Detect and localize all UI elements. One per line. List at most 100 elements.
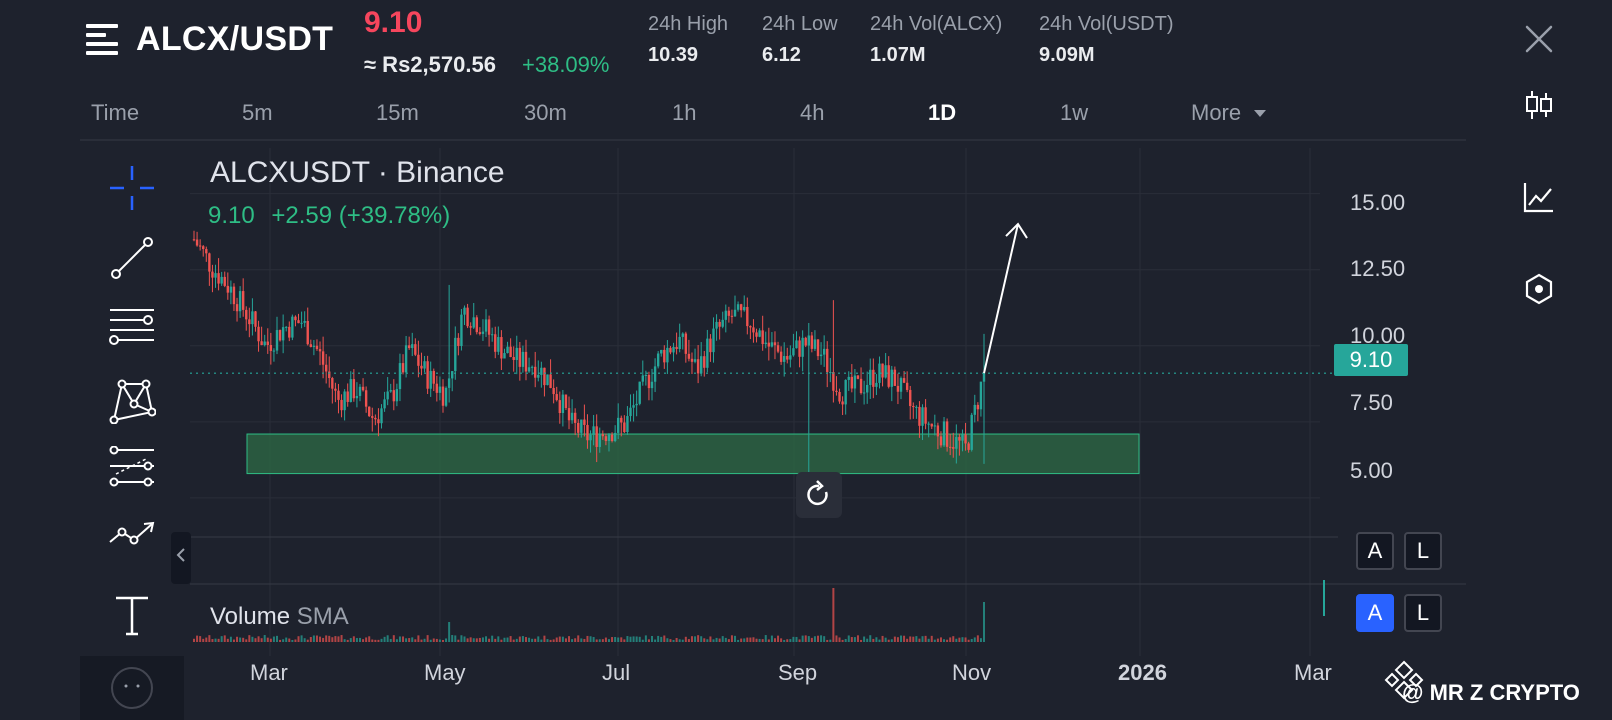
support-zone <box>246 433 1140 475</box>
candle-body <box>687 353 691 359</box>
candle-body <box>288 326 291 338</box>
volume-bar <box>903 635 906 642</box>
path-tool-icon[interactable] <box>108 514 156 562</box>
volume-bar <box>521 636 524 642</box>
volume-bar <box>749 637 752 642</box>
candle-body <box>746 306 749 327</box>
volume-bar <box>288 638 291 642</box>
candlestick-chart-icon[interactable] <box>1522 88 1556 122</box>
volume-bar <box>881 635 884 642</box>
trading-pair-title[interactable]: ALCX/USDT <box>136 20 334 58</box>
candle-body <box>324 364 328 372</box>
candle-body <box>309 344 313 347</box>
tab-1w[interactable]: 1w <box>1060 100 1089 125</box>
tab-1h[interactable]: 1h <box>672 100 697 125</box>
volume-bar <box>229 636 232 642</box>
crosshair-icon[interactable] <box>108 164 156 212</box>
candle-body <box>829 372 832 374</box>
volume-bar <box>269 638 272 642</box>
tab-30m[interactable]: 30m <box>524 100 567 125</box>
trend-line-icon[interactable] <box>108 234 156 282</box>
price-log-scale-button[interactable]: L <box>1404 532 1442 570</box>
candle-body <box>297 320 300 324</box>
candle-body <box>358 386 362 396</box>
candle-body <box>515 347 518 360</box>
volume-bar <box>239 637 242 642</box>
line-chart-icon[interactable] <box>1522 180 1556 214</box>
tab-5m[interactable]: 5m <box>242 100 273 125</box>
candle-body <box>537 374 540 378</box>
volume-auto-scale-button[interactable]: A <box>1356 594 1394 632</box>
volume-bar <box>706 639 709 642</box>
candle-body <box>684 333 688 354</box>
pattern-xabcd-icon[interactable] <box>108 376 156 424</box>
candle-body <box>739 304 743 311</box>
volume-log-scale-button[interactable]: L <box>1404 594 1442 632</box>
volume-bar <box>497 636 500 642</box>
candle-body <box>660 349 663 354</box>
tab-more[interactable]: More <box>1191 100 1267 126</box>
volume-bar <box>718 638 721 642</box>
volume-bar <box>943 639 946 642</box>
volume-bar <box>1323 580 1325 616</box>
candle-body <box>392 390 396 402</box>
candle-body <box>909 389 912 407</box>
tool-menu-toggle[interactable] <box>80 656 184 720</box>
candle-body <box>721 319 724 327</box>
candle-body <box>260 341 263 346</box>
volume-bar <box>875 637 878 642</box>
close-icon[interactable] <box>1524 24 1554 54</box>
volume-bar <box>767 639 770 642</box>
volume-bar <box>315 635 318 642</box>
candle-body <box>291 316 294 338</box>
candle-body <box>275 330 279 351</box>
candle-body <box>457 337 460 346</box>
forecast-icon[interactable] <box>108 446 156 494</box>
volume-bar <box>515 638 518 642</box>
volume-bar <box>414 639 417 642</box>
volume-bar <box>272 636 275 642</box>
candle-body <box>417 354 420 366</box>
fib-retracement-icon[interactable] <box>108 306 156 354</box>
tab-1d[interactable]: 1D <box>928 100 957 125</box>
reset-chart-button[interactable] <box>796 472 842 518</box>
volume-bar <box>666 638 669 642</box>
text-tool-icon[interactable] <box>108 592 156 640</box>
collapse-toolbar-button[interactable] <box>171 532 191 584</box>
volume-bar <box>961 637 964 642</box>
volume-bar <box>478 637 481 642</box>
tool-menu-icon <box>111 667 153 709</box>
candle-body <box>546 374 549 386</box>
menu-icon[interactable] <box>86 24 120 55</box>
x-tick: Mar <box>250 660 288 685</box>
candle-body <box>936 425 940 437</box>
candle-body <box>500 337 503 359</box>
volume-bar <box>368 636 371 642</box>
volume-bar <box>309 636 312 642</box>
stat-label: 24h Vol(ALCX) <box>870 13 1003 35</box>
volume-bar <box>721 636 724 642</box>
tab-15m[interactable]: 15m <box>376 100 419 125</box>
price-auto-scale-button[interactable]: A <box>1356 532 1394 570</box>
volume-bar <box>512 639 515 642</box>
candle-body <box>361 386 365 391</box>
tab-time[interactable]: Time <box>91 100 140 125</box>
candle-body <box>786 356 789 360</box>
volume-bar <box>810 637 813 642</box>
stat-24h-vol-base: 24h Vol(ALCX) 1.07M <box>870 13 1002 67</box>
tab-4h[interactable]: 4h <box>800 100 825 125</box>
candle-body <box>512 356 515 360</box>
volume-bar <box>254 638 257 642</box>
candle-body <box>321 351 325 365</box>
candle-body <box>779 351 783 362</box>
volume-bar <box>807 636 810 642</box>
indicator-hex-icon[interactable] <box>1522 272 1556 306</box>
candle-body <box>364 390 368 407</box>
candle-body <box>454 337 457 372</box>
volume-bar <box>334 636 337 642</box>
candle-body <box>733 309 737 317</box>
volume-bar <box>660 636 663 642</box>
volume-sma-label: SMA <box>296 603 349 630</box>
candle-body <box>245 309 248 320</box>
